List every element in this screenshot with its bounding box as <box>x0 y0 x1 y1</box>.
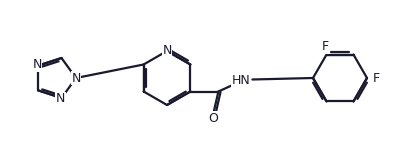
Text: O: O <box>208 112 218 125</box>
Text: N: N <box>162 44 172 57</box>
Text: HN: HN <box>232 74 251 87</box>
Text: N: N <box>32 58 42 71</box>
Text: N: N <box>56 93 65 105</box>
Text: F: F <box>322 40 329 53</box>
Text: F: F <box>372 71 380 84</box>
Text: N: N <box>71 71 81 84</box>
